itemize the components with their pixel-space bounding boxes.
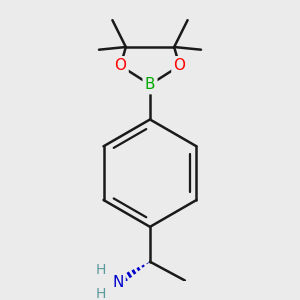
Text: H: H bbox=[95, 263, 106, 277]
Text: B: B bbox=[145, 77, 155, 92]
Text: N: N bbox=[112, 274, 124, 290]
Text: H: H bbox=[95, 287, 106, 300]
Text: O: O bbox=[173, 58, 185, 73]
Text: O: O bbox=[115, 58, 127, 73]
